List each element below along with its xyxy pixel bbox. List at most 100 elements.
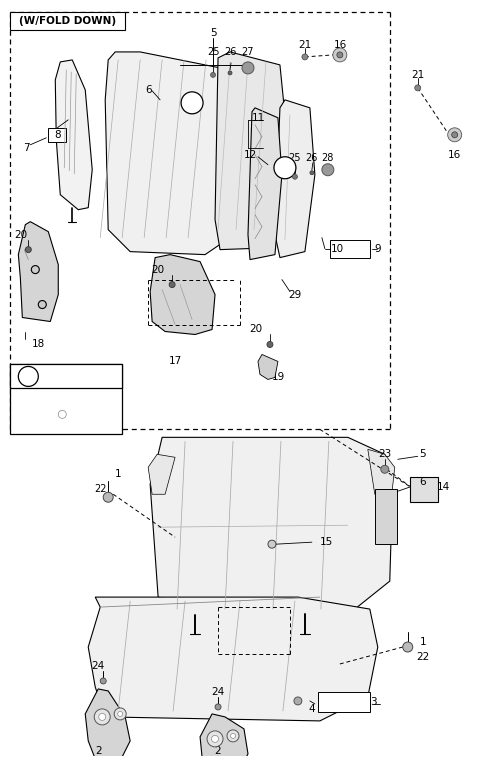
Text: 16: 16 xyxy=(334,40,348,50)
Polygon shape xyxy=(248,107,282,260)
Text: 17: 17 xyxy=(168,357,182,366)
Text: 2: 2 xyxy=(95,746,102,755)
Bar xyxy=(11,364,122,388)
Text: 7: 7 xyxy=(23,143,30,153)
Text: 25: 25 xyxy=(207,47,219,57)
Circle shape xyxy=(322,164,334,176)
Circle shape xyxy=(169,282,175,288)
Text: 11: 11 xyxy=(252,113,264,123)
Circle shape xyxy=(230,734,236,738)
Text: 21: 21 xyxy=(411,70,424,80)
Text: 25: 25 xyxy=(288,153,301,163)
Text: 9: 9 xyxy=(374,244,381,254)
Polygon shape xyxy=(150,438,392,617)
Bar xyxy=(375,489,397,544)
Circle shape xyxy=(100,678,106,684)
Text: 13: 13 xyxy=(71,370,86,383)
Circle shape xyxy=(25,247,31,253)
Circle shape xyxy=(403,642,413,652)
Polygon shape xyxy=(55,60,92,210)
Bar xyxy=(410,477,438,502)
Text: (W/FOLD DOWN): (W/FOLD DOWN) xyxy=(19,16,116,26)
Text: 14: 14 xyxy=(437,482,450,492)
Circle shape xyxy=(38,301,46,309)
Circle shape xyxy=(181,92,203,114)
Circle shape xyxy=(99,713,106,721)
Text: 18: 18 xyxy=(32,339,45,350)
Circle shape xyxy=(292,174,298,179)
Text: 27: 27 xyxy=(242,47,254,57)
Polygon shape xyxy=(275,100,315,257)
Polygon shape xyxy=(18,222,58,322)
Circle shape xyxy=(18,366,38,386)
Text: 2: 2 xyxy=(215,746,221,755)
Polygon shape xyxy=(55,425,70,431)
Text: 22: 22 xyxy=(94,484,107,494)
Circle shape xyxy=(267,341,273,347)
Text: 21: 21 xyxy=(298,40,312,50)
Polygon shape xyxy=(200,714,248,757)
Polygon shape xyxy=(215,52,285,250)
Circle shape xyxy=(337,52,343,58)
Text: 6: 6 xyxy=(420,477,426,488)
Text: 3: 3 xyxy=(370,697,376,707)
Polygon shape xyxy=(88,597,378,721)
Circle shape xyxy=(415,85,421,91)
Polygon shape xyxy=(85,689,130,757)
Text: 24: 24 xyxy=(92,661,105,671)
Circle shape xyxy=(242,62,254,74)
Polygon shape xyxy=(148,454,175,494)
Circle shape xyxy=(53,406,71,423)
Bar xyxy=(11,12,125,30)
Text: 29: 29 xyxy=(288,289,301,300)
Circle shape xyxy=(302,54,308,60)
Bar xyxy=(330,240,370,257)
Text: 20: 20 xyxy=(152,265,165,275)
Text: 4: 4 xyxy=(309,704,315,714)
Text: 24: 24 xyxy=(211,687,225,697)
Text: 1: 1 xyxy=(115,469,121,479)
Circle shape xyxy=(215,704,221,710)
Polygon shape xyxy=(258,354,278,379)
Text: 8: 8 xyxy=(54,129,60,140)
Circle shape xyxy=(448,128,462,142)
Polygon shape xyxy=(105,52,235,254)
Text: 5: 5 xyxy=(420,450,426,459)
Circle shape xyxy=(294,697,302,705)
Circle shape xyxy=(228,71,232,75)
Circle shape xyxy=(103,492,113,502)
Text: 15: 15 xyxy=(320,537,333,547)
Text: 16: 16 xyxy=(448,150,461,160)
Circle shape xyxy=(268,540,276,548)
Text: 5: 5 xyxy=(210,28,216,38)
Circle shape xyxy=(94,709,110,725)
Circle shape xyxy=(207,731,223,747)
Bar xyxy=(48,128,66,142)
Circle shape xyxy=(211,73,216,77)
Text: a: a xyxy=(25,372,32,382)
Circle shape xyxy=(58,410,66,419)
Bar xyxy=(318,692,370,712)
Circle shape xyxy=(310,171,314,175)
Text: 12: 12 xyxy=(243,150,257,160)
Text: 26: 26 xyxy=(224,47,236,57)
Polygon shape xyxy=(368,450,395,494)
Text: 10: 10 xyxy=(331,244,345,254)
Circle shape xyxy=(274,157,296,179)
Text: a: a xyxy=(189,98,195,107)
Circle shape xyxy=(212,735,218,743)
Circle shape xyxy=(381,466,389,473)
Text: a: a xyxy=(282,163,288,173)
Circle shape xyxy=(333,48,347,62)
Text: 28: 28 xyxy=(322,153,334,163)
Circle shape xyxy=(452,132,457,138)
Polygon shape xyxy=(150,254,215,335)
Circle shape xyxy=(114,708,126,720)
Circle shape xyxy=(227,730,239,742)
Text: 22: 22 xyxy=(416,652,429,662)
Text: 23: 23 xyxy=(378,450,391,459)
Text: 20: 20 xyxy=(250,325,263,335)
Text: 26: 26 xyxy=(306,153,318,163)
Text: 6: 6 xyxy=(145,85,152,95)
Text: 1: 1 xyxy=(420,637,426,647)
